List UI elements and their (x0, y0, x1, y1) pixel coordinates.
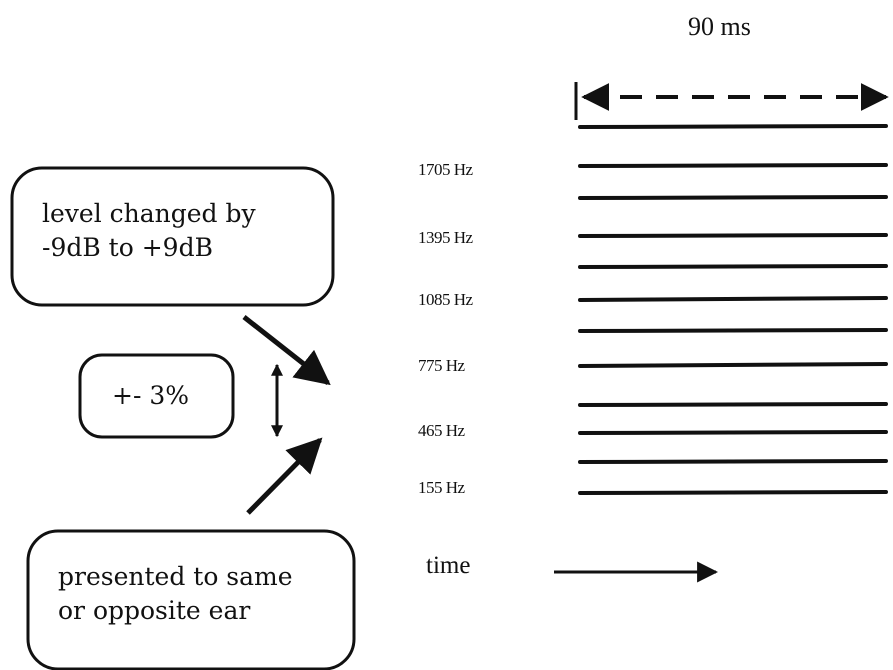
level-change-box (10, 166, 335, 307)
ear-presentation-text-line2: or opposite ear (58, 596, 251, 625)
frequency-label: 1085 Hz (418, 290, 473, 309)
shift-box (78, 353, 235, 439)
arrow-down-right-icon (242, 315, 331, 386)
frequency-label: 775 Hz (418, 356, 465, 375)
tone-line (578, 195, 888, 200)
frequency-label: 1705 Hz (418, 160, 473, 179)
tone-line (578, 490, 888, 495)
tone-line (578, 233, 888, 238)
tone-line (578, 328, 888, 333)
frequency-label: 155 Hz (418, 478, 465, 497)
tone-line (578, 124, 888, 129)
ear-presentation-text-line1: presented to same (58, 562, 293, 591)
frequency-label: 465 Hz (418, 421, 465, 440)
tone-line (578, 402, 888, 407)
tone-lines (578, 124, 888, 495)
tone-line (578, 362, 888, 368)
tone-line (578, 264, 888, 269)
tone-line (578, 459, 888, 464)
level-change-text-line1: level changed by (42, 199, 256, 228)
tone-line (578, 430, 888, 435)
tone-line (578, 163, 888, 168)
ear-presentation-box (26, 529, 356, 670)
tone-line (578, 296, 888, 302)
frequency-label: 1395 Hz (418, 228, 473, 247)
duration-label: 90 ms (688, 12, 751, 41)
level-change-text-line2: -9dB to +9dB (42, 233, 213, 262)
arrow-up-right-icon (246, 437, 323, 515)
time-label: time (426, 552, 471, 579)
shift-label: +- 3% (112, 381, 190, 410)
